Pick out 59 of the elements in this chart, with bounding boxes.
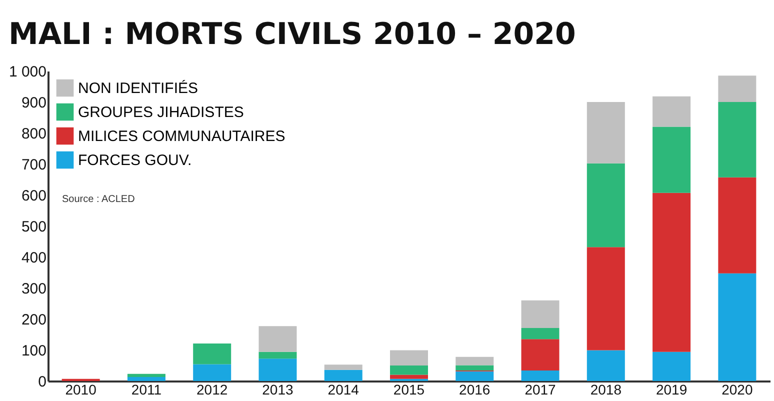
bar — [456, 356, 494, 366]
annotation: Source : ACLED — [62, 194, 135, 205]
chart-title: MALI : MORTS CIVILS 2010 – 2020 — [8, 17, 576, 52]
x-tick-label: 2014 — [328, 382, 360, 398]
legend-label: MILICES COMMUNAUTAIRES — [78, 128, 286, 145]
bar — [652, 96, 691, 127]
x-tick-label: 2015 — [393, 382, 425, 398]
bar — [456, 365, 494, 370]
legend-label: FORCES GOUV. — [78, 152, 192, 169]
bar — [127, 374, 166, 377]
bar — [652, 126, 691, 193]
bar — [258, 326, 297, 352]
x-tick-label: 2011 — [131, 382, 162, 398]
bar — [586, 163, 625, 248]
bar — [390, 374, 428, 379]
x-tick-label: 2013 — [262, 382, 294, 398]
bar — [324, 364, 362, 370]
y-tick-label: 1 000 — [8, 64, 46, 80]
legend-label: NON IDENTIFIÉS — [78, 79, 198, 97]
x-tick-label: 2012 — [196, 382, 228, 398]
bar — [718, 273, 756, 381]
x-tick-label: 2019 — [656, 382, 688, 398]
bar — [718, 177, 756, 274]
bar — [324, 370, 362, 381]
x-tick-label: 2017 — [524, 382, 556, 398]
y-tick-label: 700 — [21, 156, 46, 174]
bar — [652, 352, 691, 381]
x-tick-label: 2018 — [590, 382, 622, 398]
bar — [521, 328, 560, 340]
bar — [586, 102, 625, 164]
legend-label: GROUPES JIHADISTES — [78, 104, 244, 121]
bar — [586, 247, 625, 350]
bar — [193, 364, 232, 381]
bar — [390, 366, 428, 375]
y-tick-label: 200 — [21, 312, 46, 328]
y-tick-label: 500 — [21, 218, 46, 236]
bar — [258, 358, 297, 381]
y-tick-label: 600 — [21, 188, 46, 204]
bar — [193, 343, 232, 364]
bar — [652, 192, 691, 352]
bar — [521, 300, 560, 328]
x-tick-label: 2016 — [459, 382, 490, 398]
bar — [258, 352, 297, 359]
bar — [718, 76, 756, 102]
bar — [456, 371, 494, 381]
bar — [521, 339, 560, 370]
y-tick-label: 100 — [21, 342, 46, 360]
y-tick-label: 400 — [21, 250, 46, 266]
y-tick-label: 900 — [21, 94, 46, 112]
bar — [127, 376, 166, 381]
bar — [521, 370, 560, 381]
bar — [390, 350, 428, 366]
y-tick-label: 300 — [21, 280, 46, 298]
y-tick-label: 800 — [21, 126, 46, 142]
bar — [586, 350, 625, 381]
bar — [718, 102, 756, 178]
y-tick-label: 0 — [38, 374, 46, 390]
x-tick-label: 2010 — [65, 382, 97, 398]
x-tick-label: 2020 — [722, 382, 753, 398]
